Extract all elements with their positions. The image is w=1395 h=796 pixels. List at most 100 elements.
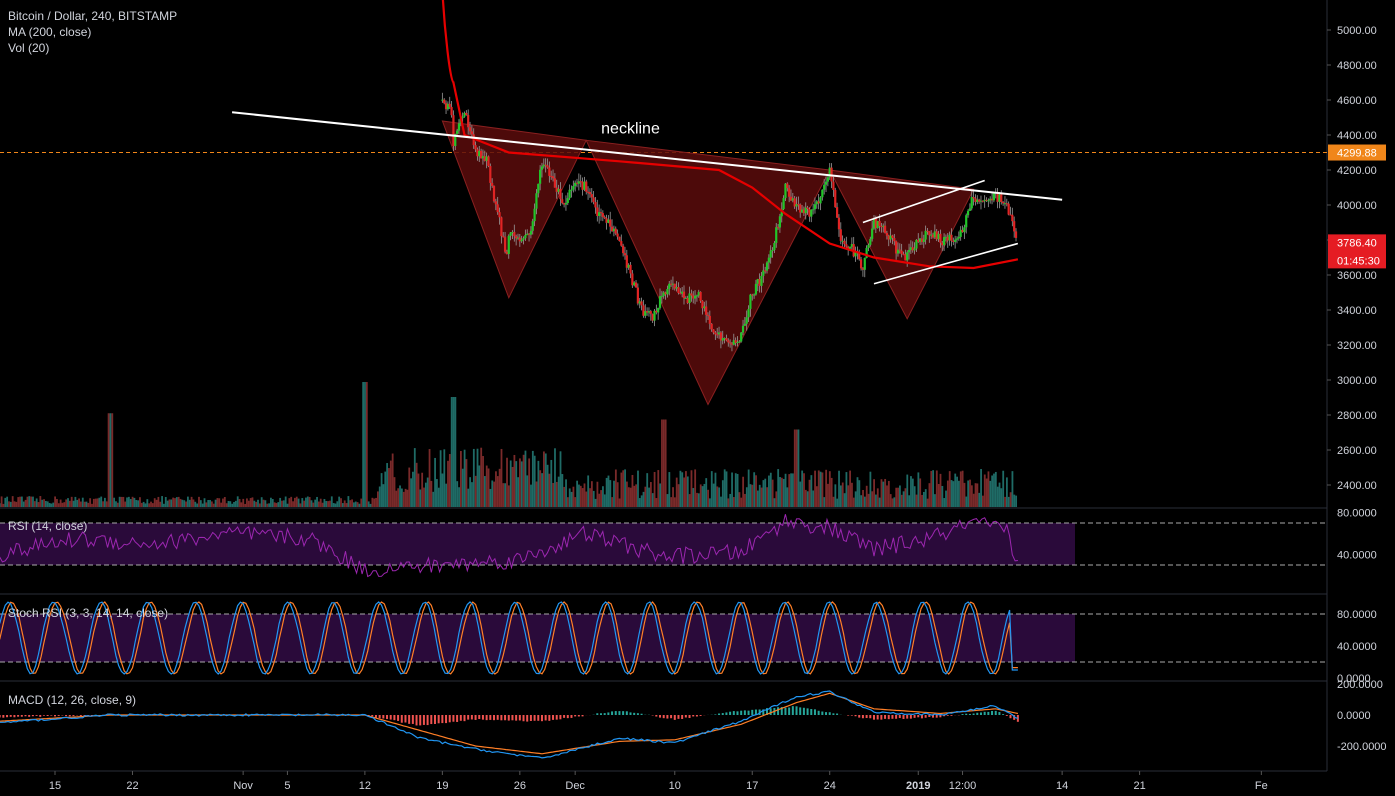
volume-bar [679,470,682,507]
volume-bar [413,448,416,507]
volume-bar [28,496,31,507]
neckline-trendline[interactable] [231,111,1063,201]
candle-body [622,245,625,254]
channel-lower-line[interactable] [873,242,1019,285]
candle-body [817,201,820,204]
macd-histogram-bar [968,713,971,715]
macd-histogram-bar [791,706,794,715]
stoch-rsi-legend[interactable]: Stoch RSI (3, 3, 14, 14, close) [8,606,169,620]
volume-bar [685,471,687,507]
volume-bar [991,475,994,507]
candle-body [948,234,951,241]
macd-legend[interactable]: MACD (12, 26, close, 9) [8,693,137,707]
volume-bar [240,502,243,507]
candle-body [990,198,994,201]
macd-histogram-bar [566,715,569,719]
volume-bar [115,501,117,507]
candle-body [590,194,593,198]
candle-body [627,264,630,268]
macd-histogram-bar [570,715,573,718]
volume-bar [426,477,429,507]
volume-bar [430,480,433,507]
macd-histogram-bar [640,713,643,715]
candle-body [662,292,665,296]
volume-bar [932,470,935,507]
candle-body [664,292,667,295]
candle-body [456,130,459,134]
volume-bar [659,483,662,507]
volume-bar [830,477,833,507]
left-shoulder-shape[interactable] [441,120,587,300]
candle-body [478,150,481,157]
volume-bar [137,500,140,507]
volume-bar [522,454,525,507]
candle-body [935,231,938,240]
neckline-label[interactable]: neckline [601,121,660,138]
macd-histogram-bar [799,707,802,715]
volume-bar [515,461,518,507]
macd-histogram-bar [673,715,676,720]
candle-body [533,208,536,222]
volume-bar [286,503,289,507]
macd-histogram-bar [474,715,477,720]
volume-bar [939,473,942,507]
volume-bar [626,481,628,507]
candle-body [751,294,754,296]
macd-histogram-bar [832,713,835,715]
volume-bar [4,497,7,507]
macd-histogram-bar [415,715,418,726]
volume-bar [753,472,756,507]
volume-bar [782,478,785,507]
volume-bar [44,500,47,507]
candle-body [568,189,571,199]
candle-body [594,202,597,208]
volume-bar [1015,495,1018,507]
candle-body [930,234,933,236]
macd-histogram-bar [821,711,824,715]
volume-bar [116,502,119,507]
candle-body [970,197,973,209]
candle-body [668,283,671,290]
candle-body [789,196,793,201]
channel-upper-line[interactable] [862,179,985,224]
volume-bar [889,494,892,507]
macd-histogram-bar [456,715,459,722]
stoch-rsi-pane[interactable]: 0.0000 40.0000 80.0000 [0,601,1377,685]
volume-bar [400,488,403,507]
volume-bar [725,471,728,507]
candle-body [979,200,983,202]
ma-legend[interactable]: MA (200, close) [8,25,92,39]
volume-bar [478,465,481,507]
volume-bar [744,493,746,507]
rsi-pane[interactable]: 40.0000 80.0000 [0,508,1377,578]
volume-bar [354,501,357,507]
volume-bar [96,498,99,507]
head-shape[interactable] [585,139,831,406]
price-pane[interactable]: neckline [0,0,1327,507]
macd-pane[interactable]: 200.0000 0.0000 -200.0000 [0,679,1387,759]
macd-histogram-bar [950,715,953,716]
macd-histogram-bar [13,715,16,718]
volume-bar [480,447,483,507]
candle-body [966,210,970,216]
volume-bar [100,496,103,507]
volume-bar [998,482,1001,507]
macd-histogram-bar [677,715,680,719]
volume-bar [244,503,246,507]
macd-histogram-bar [39,715,42,717]
volume-bar [109,413,112,507]
symbol-title[interactable]: Bitcoin / Dollar, 240, BITSTAMP [8,9,178,23]
volume-bar [98,497,101,507]
candle-body [950,234,953,241]
price-axis[interactable]: 2400.00 2600.00 2800.00 3000.00 3200.00 3400.… [1327,25,1377,492]
candle-body [450,106,453,116]
volume-bar [220,502,223,507]
rsi-legend[interactable]: RSI (14, close) [8,519,88,533]
macd-histogram-bar [817,710,820,715]
volume-bar [89,498,92,507]
time-axis[interactable]: 15 22 Nov 5 12 19 26 Dec 10 17 24 2019 12:00 14 21 Fe [49,771,1268,792]
macd-histogram-bar [607,712,610,715]
volume-legend[interactable]: Vol (20) [8,41,50,55]
volume-bar [419,489,422,507]
